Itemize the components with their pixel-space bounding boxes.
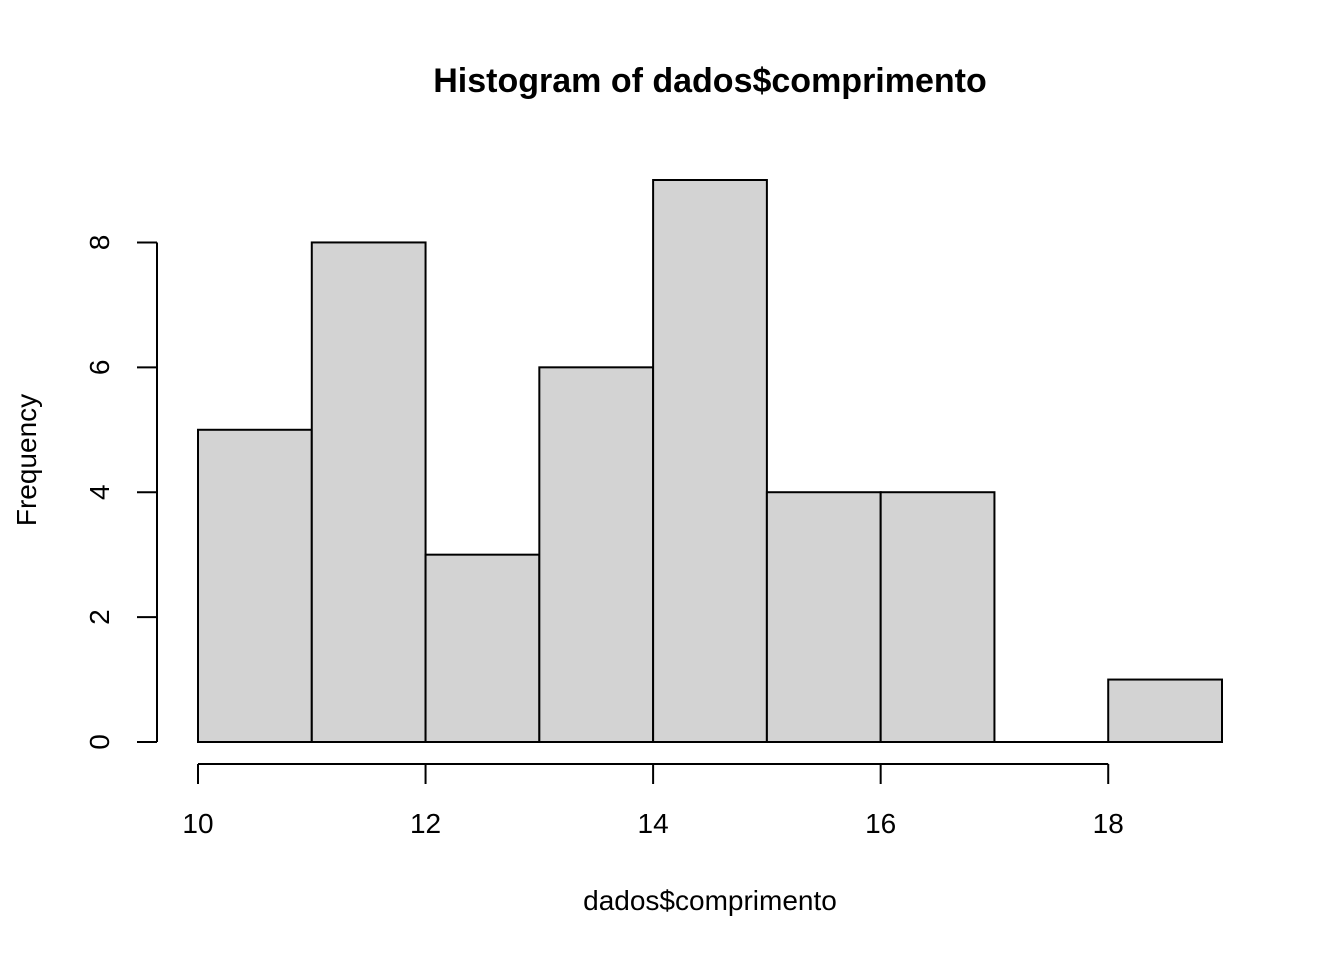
x-tick-label-0: 10 (182, 808, 213, 839)
x-tick-label-4: 18 (1093, 808, 1124, 839)
x-tick-label-1: 12 (410, 808, 441, 839)
y-tick-label-3: 6 (84, 360, 115, 376)
histogram-bar-2 (424, 553, 541, 744)
histogram-bar-4 (652, 179, 768, 743)
histogram-bar-3 (538, 366, 655, 743)
y-tick-label-0: 0 (84, 734, 115, 750)
chart-title: Histogram of dados$comprimento (433, 62, 987, 100)
histogram-bar-6 (879, 491, 996, 743)
y-axis-label: Frequency (11, 394, 42, 526)
x-tick-label-3: 16 (865, 808, 896, 839)
x-axis: 10 12 14 16 18 (182, 763, 1124, 839)
y-tick-label-2: 4 (84, 484, 115, 500)
y-axis: 0 2 4 6 8 (84, 235, 158, 750)
histogram-bar-0 (197, 428, 313, 743)
histogram-bar-1 (310, 241, 427, 743)
y-tick-label-1: 2 (84, 609, 115, 625)
x-tick-label-2: 14 (638, 808, 669, 839)
x-axis-label: dados$comprimento (583, 885, 837, 916)
histogram-bar-5 (765, 491, 882, 743)
histogram-bar-8 (1107, 678, 1223, 743)
bars-group (197, 179, 1223, 744)
y-tick-label-4: 8 (84, 235, 115, 251)
